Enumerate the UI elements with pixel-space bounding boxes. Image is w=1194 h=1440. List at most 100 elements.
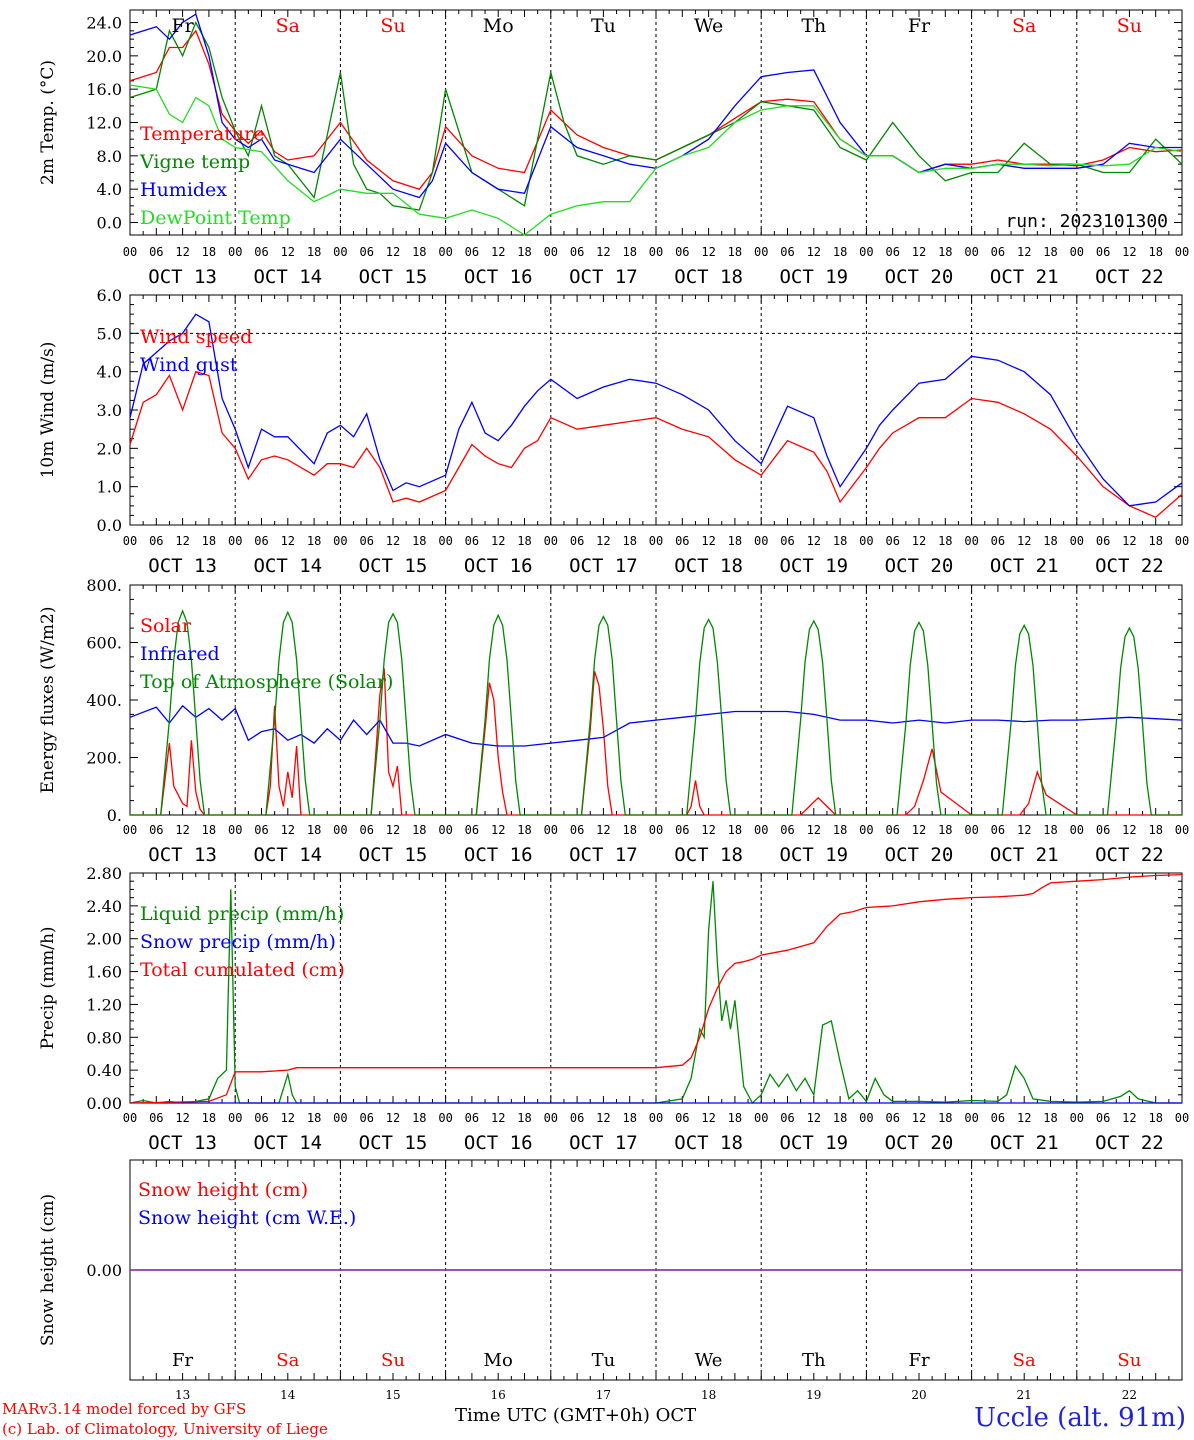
- weekday-label: Mo: [484, 1350, 513, 1371]
- hour-tick-label: 18: [728, 1111, 742, 1125]
- legend-entry: Solar: [140, 615, 192, 637]
- hour-tick-label: 06: [149, 245, 163, 259]
- hour-tick-label: 18: [307, 1111, 321, 1125]
- date-label: OCT 17: [569, 844, 638, 866]
- date-label: OCT 16: [464, 555, 533, 577]
- hour-tick-label: 06: [465, 823, 479, 837]
- hour-tick-label: 18: [833, 1111, 847, 1125]
- y-axis-label: Energy fluxes (W/m2): [38, 607, 58, 794]
- hour-tick-label: 00: [438, 245, 452, 259]
- hour-tick-label: 18: [1148, 823, 1162, 837]
- legend-entry: Snow height (cm): [138, 1179, 308, 1201]
- weekday-label: Th: [802, 1350, 826, 1371]
- y-tick-label: 200.: [86, 749, 122, 768]
- hour-tick-label: 12: [175, 1111, 189, 1125]
- hour-tick-label: 18: [622, 534, 636, 548]
- hour-tick-label: 12: [175, 245, 189, 259]
- series-line: [129, 370, 1183, 519]
- hour-tick-label: 12: [1017, 1111, 1031, 1125]
- weekday-label: Su: [1117, 15, 1142, 37]
- hour-tick-label: 12: [386, 534, 400, 548]
- legend-entry: Total cumulated (cm): [140, 959, 345, 981]
- y-tick-label: 4.0: [97, 363, 122, 382]
- y-tick-label: 2.80: [86, 864, 122, 883]
- date-label: OCT 22: [1095, 266, 1164, 288]
- hour-tick-label: 18: [1043, 245, 1057, 259]
- y-axis-label: 2m Temp. (°C): [38, 60, 58, 185]
- hour-tick-label: 06: [465, 1111, 479, 1125]
- date-label: OCT 16: [464, 1132, 533, 1154]
- y-axis-label: 10m Wind (m/s): [38, 342, 58, 479]
- hour-tick-label: 18: [517, 245, 531, 259]
- hour-tick-label: 00: [228, 534, 242, 548]
- model-credit-line-1: MARv3.14 model forced by GFS: [2, 1400, 247, 1418]
- date-label: OCT 19: [779, 555, 848, 577]
- y-tick-label: 5.0: [97, 324, 122, 343]
- legend-entry: Humidex: [140, 179, 227, 201]
- date-label: OCT 16: [464, 844, 533, 866]
- hour-tick-label: 18: [622, 1111, 636, 1125]
- weekday-label: We: [695, 1350, 723, 1371]
- weekday-label: Sa: [276, 1350, 299, 1371]
- hour-tick-label: 06: [570, 245, 584, 259]
- hour-tick-label: 12: [701, 245, 715, 259]
- hour-tick-label: 06: [991, 823, 1005, 837]
- weekday-label: Sa: [1013, 1350, 1036, 1371]
- hour-tick-label: 00: [438, 823, 452, 837]
- hour-tick-label: 18: [517, 823, 531, 837]
- hour-tick-label: 12: [386, 1111, 400, 1125]
- panel-1-frame: [129, 9, 1183, 236]
- hour-tick-label: 18: [412, 245, 426, 259]
- date-label: OCT 14: [253, 1132, 322, 1154]
- day-number-label: 14: [280, 1388, 296, 1402]
- hour-tick-label: 12: [281, 1111, 295, 1125]
- hour-tick-label: 00: [649, 823, 663, 837]
- legend-entry: Vigne temp: [139, 151, 250, 173]
- hour-tick-label: 00: [964, 245, 978, 259]
- hour-tick-label: 06: [254, 534, 268, 548]
- hour-tick-label: 12: [701, 534, 715, 548]
- series-line: [129, 313, 1183, 507]
- hour-tick-label: 18: [1148, 534, 1162, 548]
- run-label: run: 2023101300: [1005, 211, 1168, 232]
- day-number-label: 15: [385, 1388, 400, 1402]
- series-line: [129, 704, 1183, 747]
- hour-tick-label: 12: [596, 534, 610, 548]
- date-label: OCT 17: [569, 1132, 638, 1154]
- hour-tick-label: 12: [807, 1111, 821, 1125]
- weekday-label: Fr: [172, 1350, 193, 1371]
- day-number-label: 19: [806, 1388, 821, 1402]
- hour-tick-label: 06: [885, 823, 899, 837]
- hour-tick-label: 00: [123, 823, 137, 837]
- date-label: OCT 19: [779, 266, 848, 288]
- hour-tick-label: 00: [1175, 823, 1189, 837]
- day-number-label: 17: [596, 1388, 611, 1402]
- hour-tick-label: 06: [885, 534, 899, 548]
- weekday-label: Th: [801, 15, 826, 37]
- date-label: OCT 19: [779, 844, 848, 866]
- hour-tick-label: 06: [254, 245, 268, 259]
- hour-tick-label: 18: [517, 1111, 531, 1125]
- hour-tick-label: 12: [701, 823, 715, 837]
- date-label: OCT 21: [990, 1132, 1059, 1154]
- day-number-label: 21: [1017, 1388, 1032, 1402]
- date-label: OCT 18: [674, 555, 743, 577]
- hour-tick-label: 00: [123, 245, 137, 259]
- y-tick-label: 0.: [107, 806, 122, 825]
- weekday-label: Su: [381, 1350, 405, 1371]
- hour-tick-label: 18: [202, 534, 216, 548]
- weekday-label: Fr: [908, 1350, 929, 1371]
- hour-tick-label: 18: [517, 534, 531, 548]
- hour-tick-label: 00: [754, 534, 768, 548]
- hour-tick-label: 00: [1070, 245, 1084, 259]
- hour-tick-label: 00: [859, 1111, 873, 1125]
- month-label: OCT: [655, 1405, 697, 1426]
- series-line: [130, 609, 1182, 816]
- hour-tick-label: 06: [675, 534, 689, 548]
- hour-tick-label: 06: [991, 245, 1005, 259]
- date-label: OCT 21: [990, 844, 1059, 866]
- date-label: OCT 22: [1095, 844, 1164, 866]
- date-label: OCT 18: [674, 1132, 743, 1154]
- y-tick-label: 2.40: [86, 897, 122, 916]
- hour-tick-label: 00: [438, 1111, 452, 1125]
